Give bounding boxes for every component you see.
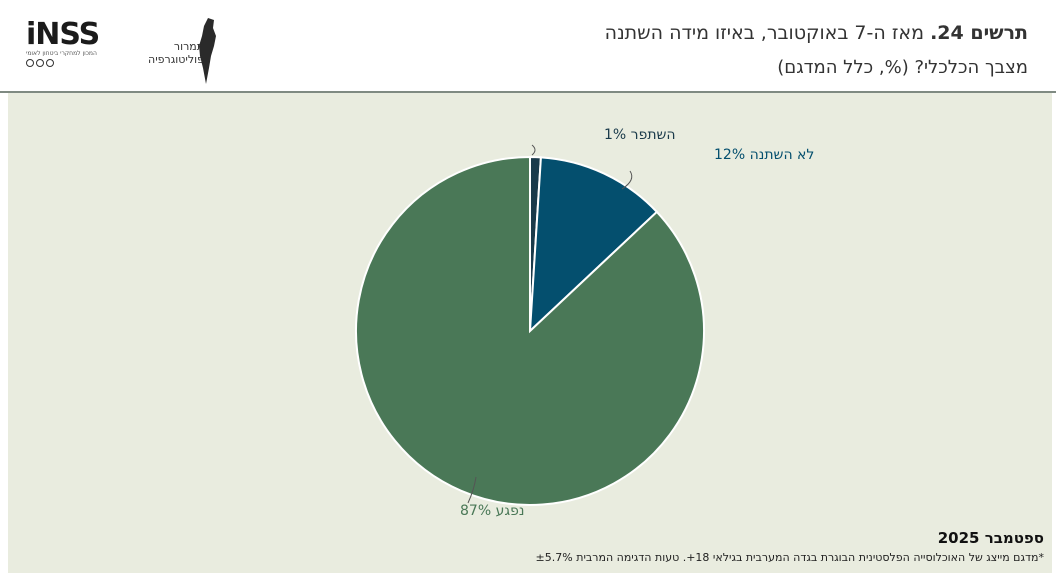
leader-line-1 xyxy=(531,144,536,156)
inss-tagline: המכון למחקרי ביטחון לאומי xyxy=(26,50,97,57)
chart-subtitle: מצבך הכלכלי? (%, כלל המדגם) xyxy=(777,57,1028,78)
map-silhouette-icon xyxy=(199,18,216,84)
chart-title: תרשים 24. מאז ה-7 באוקטובר, באיזו מידה ה… xyxy=(605,22,1028,44)
header-bar: iNSS המכון למחקרי ביטחון לאומי תמרור פול… xyxy=(0,0,1056,93)
inss-wordmark: iNSS xyxy=(26,17,100,52)
inss-logo: iNSS המכון למחקרי ביטחון לאומי xyxy=(26,20,122,80)
chart-number: תרשים 24. xyxy=(930,22,1028,44)
leader-line-2 xyxy=(621,170,633,190)
leader-line-3 xyxy=(467,476,477,504)
pie-chart: השתפר 1% לא השתנה 12% נפגע 87% xyxy=(355,127,814,519)
tamrur-logo-text: תמרור פוליטוגרפיה xyxy=(148,40,204,66)
survey-date: ספטמבר 2025 xyxy=(937,529,1044,547)
slice-label-2: לא השתנה 12% xyxy=(714,147,814,163)
pie-slice-3 xyxy=(355,155,705,506)
chart-panel: השתפר 1% לא השתנה 12% נפגע 87% xyxy=(8,93,1052,573)
pie-slice-2 xyxy=(528,156,659,334)
inss-circles-icon xyxy=(26,59,122,67)
tamrur-logo: תמרור פוליטוגרפיה xyxy=(132,16,224,86)
slice-label-3: נפגע 87% xyxy=(460,503,524,519)
survey-footnote: *מדגם מייצג של האוכלוסייה הפלסטינית הבוג… xyxy=(535,551,1044,564)
chart-title-text: מאז ה-7 באוקטובר, באיזו מידה השתנה xyxy=(604,22,925,44)
slice-label-1: השתפר 1% xyxy=(604,127,676,143)
